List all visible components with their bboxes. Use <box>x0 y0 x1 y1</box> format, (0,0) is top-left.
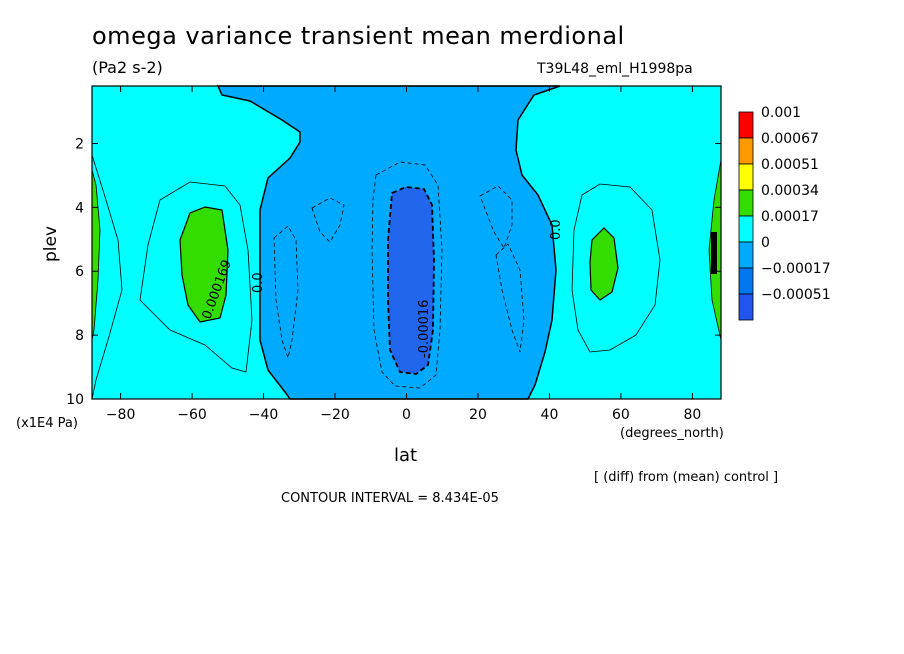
y-tick-label: 4 <box>75 200 84 216</box>
legend-swatch <box>738 189 754 217</box>
x-tick-label: −20 <box>320 407 350 423</box>
y-axis: 2 4 6 8 10 <box>66 136 721 408</box>
contour-label-right-zero: 0.0 <box>549 219 564 240</box>
y-axis-label: plev <box>41 226 61 262</box>
legend-level-label: −0.00051 <box>761 287 831 303</box>
contour-solid-nh-outer <box>571 183 661 353</box>
x-tick-label: −60 <box>177 407 207 423</box>
x-tick-label: −40 <box>249 407 279 423</box>
sh-positive-region <box>179 206 229 323</box>
legend-level-label: 0.001 <box>761 105 801 121</box>
legend-swatch <box>738 215 754 243</box>
negative-core-region <box>387 186 435 375</box>
run-id-label: T39L48_eml_H1998pa <box>537 61 693 77</box>
legend-swatch <box>738 241 754 269</box>
x-axis-label: lat <box>394 445 418 466</box>
legend: 0.001 0.00067 0.00051 0.00034 0.00017 0 −0.000… <box>738 105 831 321</box>
contour-dashed-left2 <box>273 225 299 360</box>
contour-label-equator: -0.00016 <box>417 300 432 358</box>
contour-left-edge-solid <box>91 154 123 400</box>
chart-title: omega variance transient mean merdional <box>92 22 625 50</box>
legend-level-label: 0 <box>761 235 770 251</box>
legend-level-label: 0.00051 <box>761 157 819 173</box>
x-tick-label: 0 <box>402 407 411 423</box>
legend-swatch <box>738 267 754 295</box>
x-axis: −80 −60 −40 −20 0 20 40 60 80 <box>106 86 701 423</box>
contour-dashed-right2 <box>495 243 525 353</box>
y-axis-unit: (x1E4 Pa) <box>16 416 78 431</box>
contour-label-left-zero: 0.0 <box>251 272 266 293</box>
units-label: (Pa2 s-2) <box>92 58 163 77</box>
y-tick-label: 8 <box>75 328 84 344</box>
legend-level-label: 0.00067 <box>761 131 819 147</box>
legend-swatch <box>738 111 754 139</box>
contour-interval: CONTOUR INTERVAL = 8.434E-05 <box>281 491 499 506</box>
contour-right-edge-dense <box>711 232 717 274</box>
x-tick-label: 40 <box>541 407 559 423</box>
y-tick-label: 2 <box>75 136 84 152</box>
x-axis-unit: (degrees_north) <box>620 426 724 441</box>
nh-positive-region <box>589 227 619 301</box>
x-tick-label: −80 <box>106 407 136 423</box>
contour-dashed-right1 <box>479 185 513 249</box>
legend-level-label: −0.00017 <box>761 261 831 277</box>
legend-swatch <box>738 137 754 165</box>
legend-swatch <box>738 293 754 321</box>
legend-level-label: 0.00034 <box>761 183 819 199</box>
contour-dashed-left1 <box>311 197 345 243</box>
negative-contour-dashed <box>371 161 443 389</box>
x-tick-label: 60 <box>612 407 630 423</box>
diff-note: [ (diff) from (mean) control ] <box>594 470 779 485</box>
legend-swatch <box>738 163 754 191</box>
contour-solid-sh-outer <box>139 181 253 373</box>
x-tick-label: 80 <box>683 407 701 423</box>
y-tick-label: 10 <box>66 392 84 408</box>
x-tick-label: 20 <box>469 407 487 423</box>
legend-level-label: 0.00017 <box>761 209 819 225</box>
y-tick-label: 6 <box>75 264 84 280</box>
